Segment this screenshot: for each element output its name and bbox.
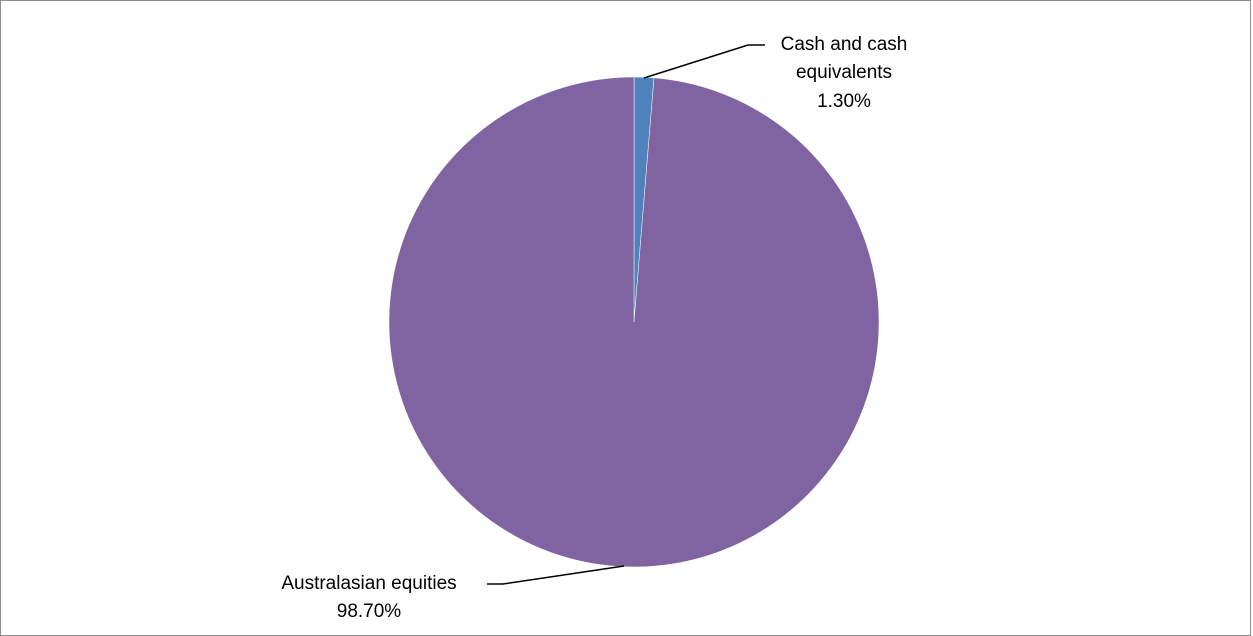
data-labels: Cash and cash equivalents 1.30% Australa… <box>281 34 907 622</box>
slice-label-cash-line1: Cash and cash <box>781 34 908 55</box>
leader-line-australasian-equities <box>487 565 625 585</box>
pie-slice-australasian-equities <box>388 76 880 568</box>
leader-line-cash <box>643 44 765 79</box>
slice-label-australasian-equities: Australasian equities <box>281 573 456 594</box>
pie-slices <box>388 76 880 568</box>
slice-value-cash: 1.30% <box>817 91 871 112</box>
slice-label-cash-line2: equivalents <box>796 62 892 83</box>
slice-value-australasian-equities: 98.70% <box>337 601 402 622</box>
leader-lines <box>487 44 765 585</box>
